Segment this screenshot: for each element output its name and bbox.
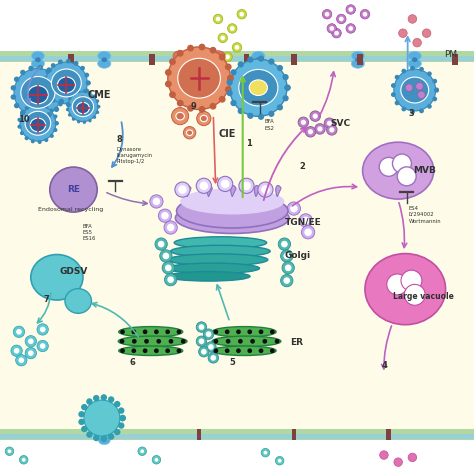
Circle shape [58, 60, 63, 64]
Text: ER: ER [290, 338, 303, 346]
Circle shape [31, 139, 35, 143]
Circle shape [322, 9, 332, 19]
Circle shape [14, 76, 19, 82]
Circle shape [395, 75, 400, 80]
Ellipse shape [174, 237, 266, 249]
Circle shape [346, 5, 356, 14]
Circle shape [434, 88, 439, 92]
Ellipse shape [168, 254, 268, 265]
Circle shape [199, 338, 204, 344]
Circle shape [327, 24, 337, 33]
Ellipse shape [183, 127, 196, 139]
FancyBboxPatch shape [0, 434, 474, 439]
Ellipse shape [351, 59, 365, 68]
Circle shape [225, 55, 230, 59]
Circle shape [140, 449, 144, 453]
Circle shape [263, 71, 267, 74]
Circle shape [422, 29, 431, 37]
Circle shape [169, 339, 173, 344]
Circle shape [419, 109, 424, 113]
Circle shape [427, 104, 432, 109]
Circle shape [247, 329, 252, 334]
Ellipse shape [68, 92, 98, 121]
Circle shape [187, 45, 194, 52]
Circle shape [18, 125, 21, 129]
Circle shape [206, 342, 216, 352]
Ellipse shape [168, 47, 230, 109]
Text: MVB: MVB [413, 166, 436, 175]
Circle shape [399, 29, 407, 37]
Circle shape [114, 401, 120, 407]
Circle shape [287, 202, 301, 215]
Ellipse shape [101, 57, 107, 62]
Circle shape [348, 7, 353, 12]
PathPatch shape [231, 185, 236, 197]
Circle shape [227, 79, 233, 85]
Circle shape [332, 28, 341, 38]
Circle shape [283, 74, 289, 80]
Ellipse shape [412, 57, 418, 62]
Text: 7: 7 [44, 295, 49, 304]
Circle shape [14, 103, 19, 109]
Ellipse shape [230, 59, 287, 117]
Text: Large vacuole: Large vacuole [393, 292, 454, 301]
Circle shape [201, 349, 207, 355]
Ellipse shape [305, 127, 316, 137]
Circle shape [346, 24, 356, 33]
Circle shape [164, 221, 177, 234]
Circle shape [239, 12, 244, 17]
Circle shape [283, 253, 290, 259]
Circle shape [158, 241, 164, 247]
Circle shape [96, 99, 99, 103]
Circle shape [28, 114, 34, 119]
Circle shape [363, 12, 367, 17]
Ellipse shape [211, 51, 225, 61]
Text: CME: CME [88, 90, 111, 100]
Circle shape [93, 435, 100, 441]
Circle shape [43, 84, 47, 90]
Circle shape [213, 14, 223, 24]
Ellipse shape [30, 118, 46, 132]
Circle shape [208, 344, 214, 350]
Text: BFA
ES5
ES16: BFA ES5 ES16 [83, 224, 96, 241]
Circle shape [80, 95, 85, 100]
Circle shape [14, 348, 19, 354]
Circle shape [236, 348, 241, 353]
Circle shape [155, 238, 167, 250]
FancyBboxPatch shape [0, 56, 474, 61]
Circle shape [237, 9, 246, 19]
Ellipse shape [255, 57, 261, 62]
Circle shape [55, 121, 59, 125]
Circle shape [176, 329, 181, 334]
Circle shape [81, 426, 88, 432]
Ellipse shape [172, 108, 189, 125]
Circle shape [278, 459, 282, 463]
Ellipse shape [99, 436, 110, 445]
Circle shape [165, 348, 170, 353]
Circle shape [281, 241, 288, 247]
Circle shape [10, 85, 16, 91]
FancyBboxPatch shape [0, 429, 474, 440]
Circle shape [43, 76, 47, 82]
Circle shape [37, 115, 43, 120]
Ellipse shape [365, 254, 446, 325]
Circle shape [51, 63, 55, 68]
Circle shape [160, 250, 172, 262]
Ellipse shape [211, 59, 225, 69]
FancyBboxPatch shape [68, 54, 74, 65]
Circle shape [144, 339, 149, 344]
FancyBboxPatch shape [244, 54, 249, 65]
Circle shape [40, 343, 46, 349]
Circle shape [131, 348, 136, 353]
Circle shape [153, 198, 160, 205]
Circle shape [54, 107, 59, 112]
FancyBboxPatch shape [149, 54, 155, 65]
Circle shape [401, 107, 406, 111]
FancyBboxPatch shape [197, 429, 201, 440]
FancyBboxPatch shape [0, 56, 474, 435]
Circle shape [84, 73, 89, 77]
Ellipse shape [212, 336, 281, 346]
Circle shape [161, 212, 169, 219]
Circle shape [199, 106, 205, 113]
